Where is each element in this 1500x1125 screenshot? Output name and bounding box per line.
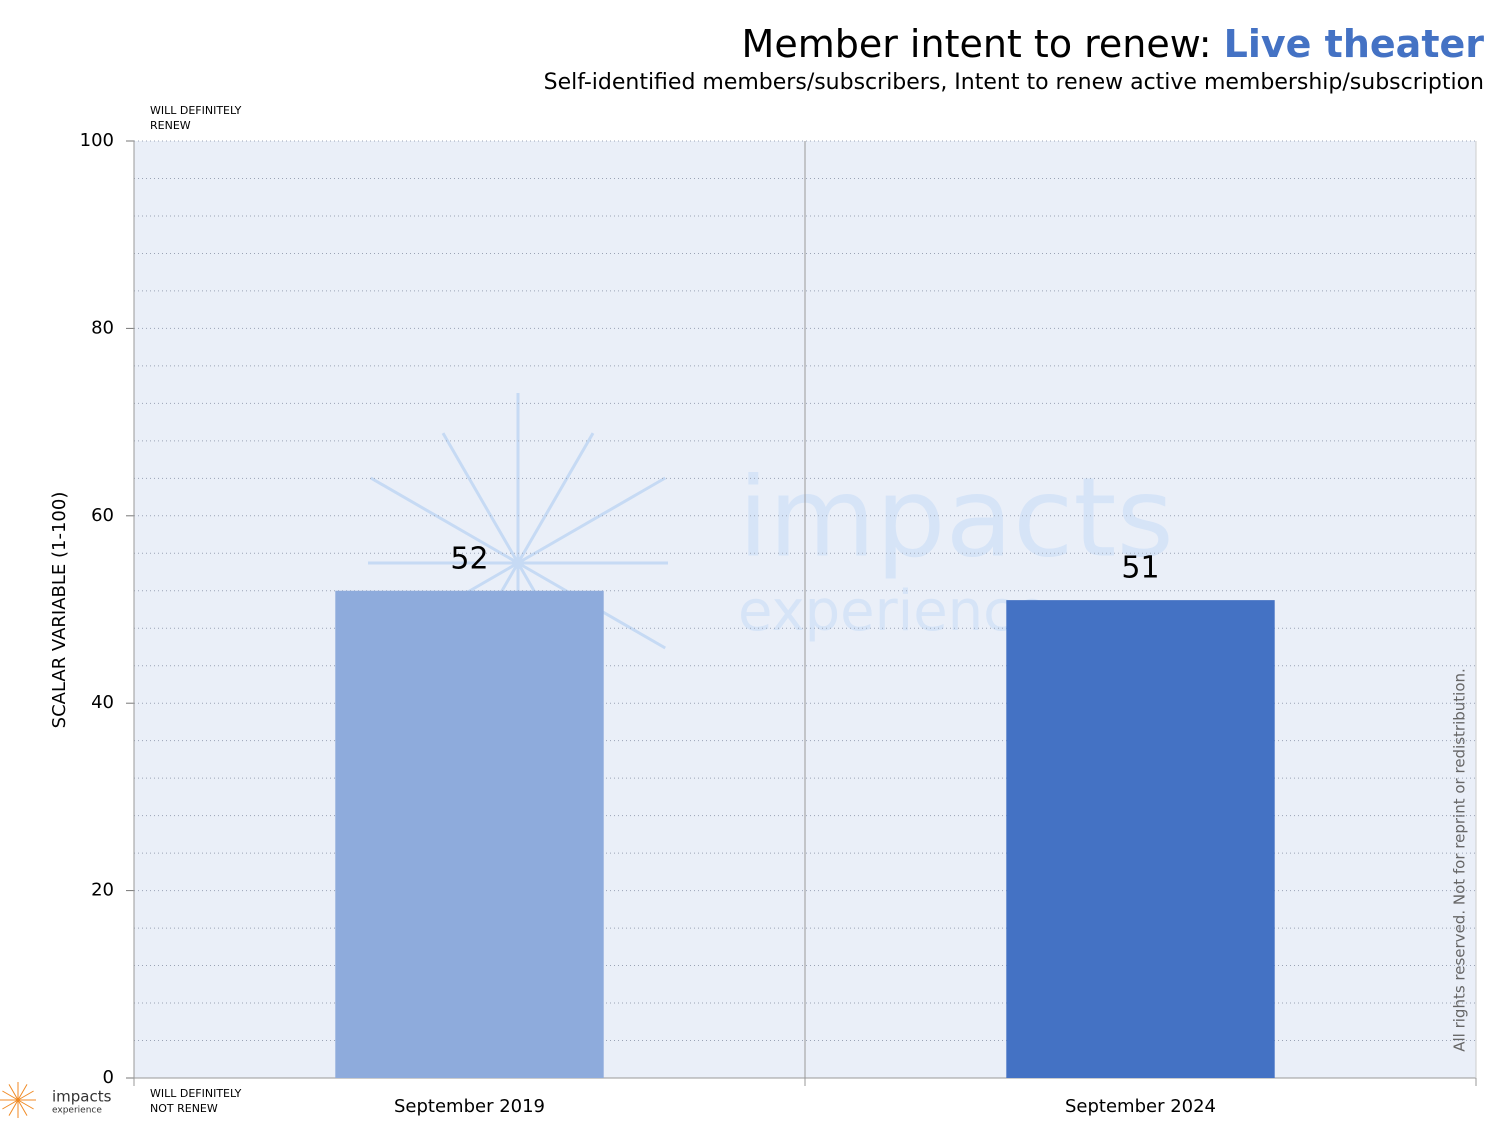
logo-ray bbox=[8, 1099, 19, 1116]
value-label: 52 bbox=[450, 541, 488, 576]
watermark-ray bbox=[370, 476, 519, 565]
watermark-ray bbox=[441, 432, 520, 564]
y-tick-label: 40 bbox=[91, 692, 114, 713]
y-tick-label: 0 bbox=[103, 1067, 114, 1088]
logo-text: experience bbox=[52, 1106, 102, 1116]
logo-text: impacts bbox=[52, 1088, 112, 1106]
x-tick-label: September 2024 bbox=[1065, 1096, 1216, 1117]
value-label: 51 bbox=[1121, 551, 1159, 586]
chart-subtitle: Self-identified members/subscribers, Int… bbox=[544, 70, 1484, 95]
logo-ray bbox=[8, 1084, 19, 1101]
chart-title: Member intent to renew: Live theater bbox=[742, 22, 1485, 66]
y-tick-label: 20 bbox=[91, 880, 114, 901]
y-tick-label: 60 bbox=[91, 505, 114, 526]
y-tick-label: 80 bbox=[91, 317, 114, 338]
logo-ray bbox=[2, 1099, 19, 1110]
bottom-annotation: WILL DEFINITELY bbox=[150, 1087, 242, 1100]
top-annotation: WILL DEFINITELY bbox=[150, 104, 242, 117]
title-highlight: Live theater bbox=[1224, 22, 1485, 66]
logo-ray bbox=[17, 1090, 34, 1101]
logo-ray bbox=[17, 1099, 28, 1116]
logo-ray bbox=[2, 1090, 19, 1101]
logo-ray bbox=[17, 1084, 28, 1101]
watermark-ray bbox=[517, 476, 666, 565]
title-main: Member intent to renew: bbox=[742, 22, 1212, 66]
watermark-ray bbox=[516, 432, 595, 564]
y-tick-label: 100 bbox=[80, 130, 114, 151]
side-note: All rights reserved. Not for reprint or … bbox=[1451, 668, 1469, 1052]
bar bbox=[335, 590, 604, 1078]
x-tick-label: September 2019 bbox=[394, 1096, 545, 1117]
bottom-annotation: NOT RENEW bbox=[150, 1102, 218, 1115]
logo-ray bbox=[17, 1099, 34, 1110]
y-axis-label: SCALAR VARIABLE (1-100) bbox=[49, 492, 70, 729]
watermark-text: impacts bbox=[738, 453, 1174, 581]
watermark-text: experience bbox=[738, 579, 1048, 644]
bar bbox=[1006, 600, 1275, 1078]
logo bbox=[0, 1082, 36, 1118]
top-annotation: RENEW bbox=[150, 119, 191, 132]
